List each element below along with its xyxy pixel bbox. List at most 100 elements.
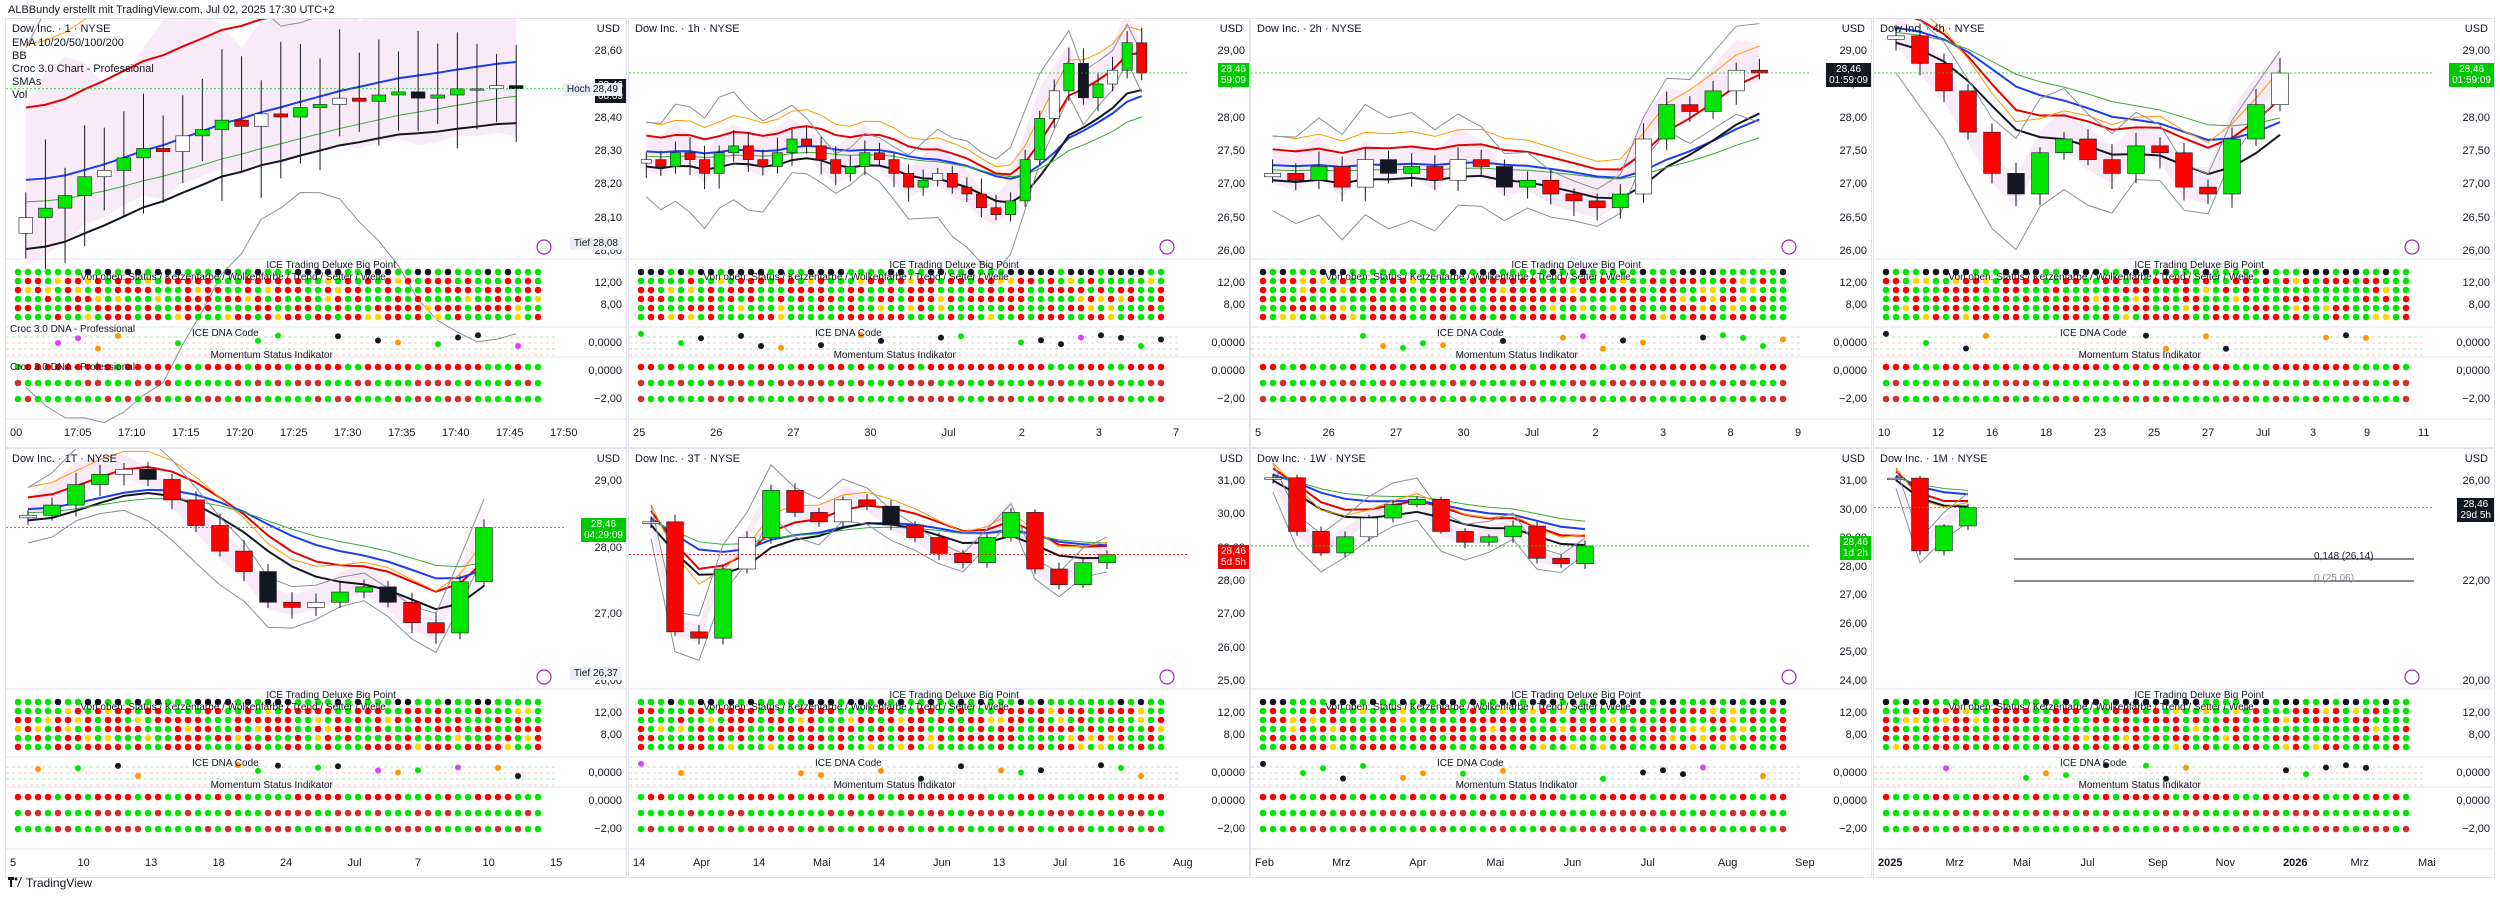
candle-body (509, 85, 524, 90)
chart-panel-p5[interactable]: Dow Inc. · 1T · NYSE USD 29,00 28,00 27,00 26… (5, 448, 627, 878)
status-dot (1147, 286, 1155, 294)
status-dot (887, 734, 895, 742)
status-dot (2342, 725, 2350, 733)
chart-canvas[interactable] (6, 449, 626, 877)
status-dot (937, 277, 945, 285)
status-dot (234, 313, 242, 321)
chart-canvas[interactable] (629, 19, 1249, 447)
indicator-label[interactable]: Vol (12, 89, 28, 101)
status-dot (1157, 295, 1165, 303)
indicator-label[interactable]: Croc 3.0 Chart - Professional (12, 63, 154, 75)
momentum-dot (334, 793, 342, 801)
momentum-dot (2262, 379, 2270, 387)
chart-canvas[interactable] (1251, 19, 1871, 447)
status-dot (1289, 743, 1297, 751)
momentum-dot (2322, 363, 2330, 371)
status-dot (224, 304, 232, 312)
status-dot (817, 295, 825, 303)
status-dot (1609, 725, 1617, 733)
status-dot (1649, 698, 1657, 706)
chart-canvas[interactable] (1874, 449, 2494, 877)
status-dot (777, 725, 785, 733)
status-dot (1902, 295, 1910, 303)
indicator-label[interactable]: BB (12, 50, 27, 62)
momentum-dot (1429, 809, 1437, 817)
momentum-dot (917, 793, 925, 801)
momentum-dot (114, 379, 122, 387)
status-dot (464, 277, 472, 285)
status-dot (394, 313, 402, 321)
status-dot (887, 743, 895, 751)
momentum-dot (1779, 363, 1787, 371)
momentum-dot (1087, 809, 1095, 817)
moving-average-line (25, 19, 268, 109)
tradingview-logo-icon[interactable] (8, 876, 22, 890)
chart-panel-p8[interactable]: Dow Inc. · 1M · NYSE USD 26,00 22,00 20,00 28… (1873, 448, 2495, 878)
status-dot (474, 716, 482, 724)
chart-panel-p1[interactable]: Dow Inc. · 1 · NYSE EMA 10/20/50/100/200 B… (5, 18, 627, 448)
status-dot (174, 313, 182, 321)
indicator-label[interactable]: SMAs (12, 76, 42, 88)
status-dot (1962, 743, 1970, 751)
status-dot (867, 286, 875, 294)
status-dot (344, 286, 352, 294)
momentum-dot (1269, 395, 1277, 403)
status-dot (1419, 295, 1427, 303)
status-dot (2162, 268, 2170, 276)
chart-canvas[interactable] (1251, 449, 1871, 877)
status-dot (737, 268, 745, 276)
x-axis-tick: 00 (10, 427, 23, 439)
momentum-dot (534, 809, 542, 817)
status-dot (1057, 725, 1065, 733)
chart-canvas[interactable] (6, 19, 626, 447)
status-dot (1469, 734, 1477, 742)
momentum-dot (264, 825, 272, 833)
momentum-dot (857, 793, 865, 801)
momentum-dot (1419, 825, 1427, 833)
status-dot (817, 734, 825, 742)
status-dot (947, 716, 955, 724)
momentum-dot (2112, 363, 2120, 371)
x-axis-tick: 27 (787, 427, 800, 439)
momentum-dot (1509, 363, 1517, 371)
status-dot (707, 295, 715, 303)
status-dot (657, 707, 665, 715)
momentum-dot (977, 809, 985, 817)
status-dot (1279, 743, 1287, 751)
candle-body (1287, 173, 1305, 181)
x-axis-tick: Jul (1640, 857, 1655, 869)
chart-canvas[interactable] (629, 449, 1249, 877)
status-dot (1369, 716, 1377, 724)
momentum-dot (384, 379, 392, 387)
status-dot (54, 716, 62, 724)
momentum-dot (907, 809, 915, 817)
status-dot (2352, 725, 2360, 733)
status-dot (1519, 304, 1527, 312)
chart-panel-p6[interactable]: Dow Inc. · 3T · NYSEUSD31,0030,0029,0028… (628, 448, 1250, 878)
indicator-label[interactable]: EMA 10/20/50/100/200 (12, 37, 124, 49)
status-dot (1902, 698, 1910, 706)
status-dot (697, 716, 705, 724)
status-dot (1269, 268, 1277, 276)
candle-body (1504, 525, 1522, 538)
status-dot (2222, 725, 2230, 733)
status-dot (284, 277, 292, 285)
status-dot (1639, 707, 1647, 715)
candle-body (2151, 145, 2169, 154)
momentum-dot (2222, 395, 2230, 403)
momentum-dot (1499, 363, 1507, 371)
footer-brand[interactable]: TradingView (26, 876, 93, 890)
status-dot (2312, 277, 2320, 285)
chart-panel-p3[interactable]: Dow Inc. · 2h · NYSEUSD29,0028,5028,0027… (1250, 18, 1872, 448)
status-dot (1689, 304, 1697, 312)
momentum-dot (2082, 809, 2090, 817)
momentum-dot (1759, 825, 1767, 833)
chart-panel-p4[interactable]: Dow Inc. · 4h · NYSEUSD29,0028,5028,0027… (1873, 18, 2495, 448)
currency-label: USD (1219, 453, 1243, 465)
candle-body (1495, 166, 1513, 188)
chart-canvas[interactable] (1874, 19, 2494, 447)
status-dot (2102, 734, 2110, 742)
status-dot (1439, 277, 1447, 285)
chart-panel-p7[interactable]: Dow Inc. · 1W · NYSEUSD31,0030,0029,0028… (1250, 448, 1872, 878)
chart-panel-p2[interactable]: Dow Inc. · 1h · NYSEUSD29,0028,5028,0027… (628, 18, 1250, 448)
